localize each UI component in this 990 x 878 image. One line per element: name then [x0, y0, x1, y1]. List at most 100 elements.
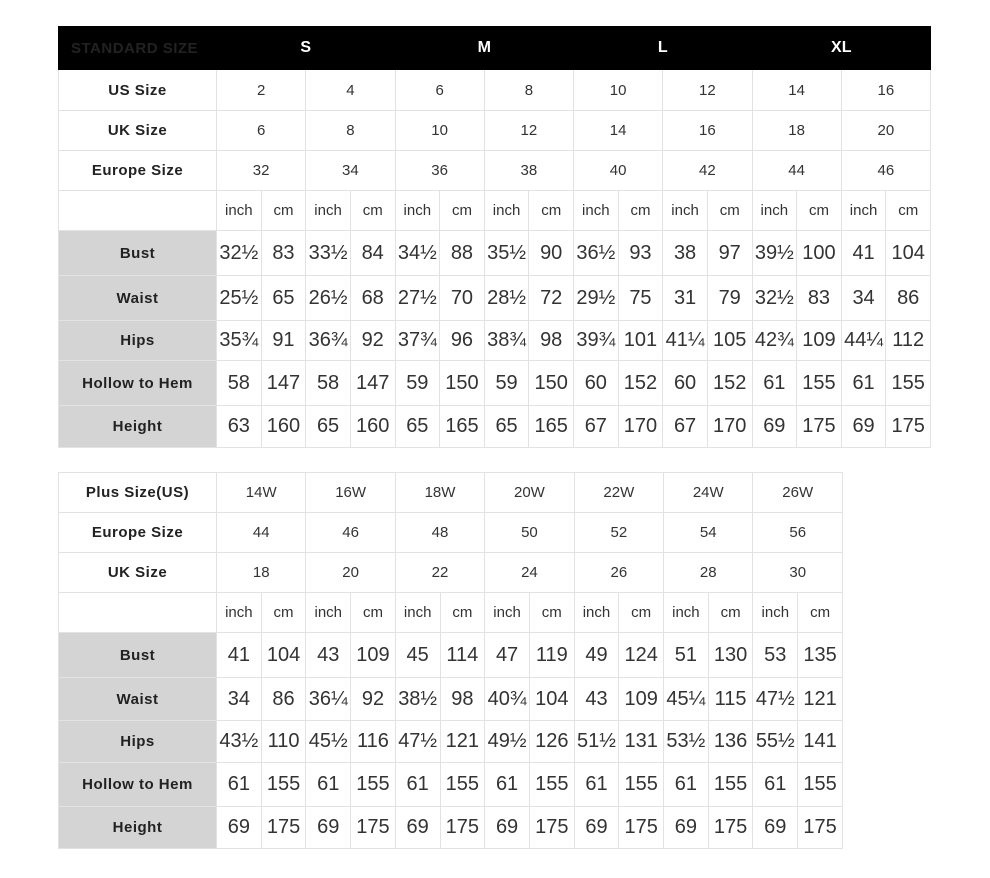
unit-cell: inch — [484, 592, 530, 633]
size-cell: 18 — [215, 552, 307, 593]
measurement-row: Hollow to Hem 61 155 61 155 61 155 61 155 61 155 61… — [58, 762, 843, 807]
size-cell: 26 — [573, 552, 665, 593]
measurement-row: Waist 25½ 65 26½ 68 27½ 70 28½ 72 29½ 75 31 79 32½ 83 3… — [58, 275, 931, 321]
measurement-cell: 155 — [707, 762, 754, 807]
size-cell: 4 — [305, 69, 396, 111]
measurement-cell: 126 — [528, 720, 575, 763]
unit-cell: cm — [349, 190, 396, 231]
measurement-row: Hips 43½ 110 45½ 116 47½ 121 49½ 126 51½ 131 53½ 136… — [58, 720, 843, 763]
measurement-cell: 175 — [796, 405, 842, 448]
measurement-cell: 114 — [439, 632, 486, 678]
measurement-cell: 175 — [707, 806, 754, 849]
size-group-xl: XL — [751, 26, 931, 70]
measurement-cell: 49 — [573, 632, 620, 678]
unit-cell: cm — [707, 592, 754, 633]
size-row: Europe Size 32 34 36 38 40 42 44 46 — [58, 150, 932, 191]
unit-cell: cm — [350, 592, 396, 633]
measurement-cell: 59 — [483, 360, 530, 406]
size-cell: 46 — [305, 512, 396, 553]
measurement-cell: 38 — [662, 230, 708, 276]
size-cell: 18W — [394, 472, 486, 513]
measurement-cell: 60 — [662, 360, 708, 406]
unit-cell: inch — [305, 592, 352, 633]
measurement-cell: 135 — [797, 632, 843, 678]
measurement-cell: 88 — [439, 230, 485, 276]
measurement-cell: 104 — [528, 677, 575, 721]
measurement-cell: 69 — [484, 806, 530, 849]
measurement-cell: 65 — [483, 405, 530, 448]
measurement-cell: 37¾ — [394, 320, 441, 361]
size-cell: 54 — [663, 512, 754, 553]
measurement-row: Bust 41 104 43 109 45 114 47 119 49 124 51 130 53 135 — [58, 632, 843, 678]
unit-cell: inch — [216, 190, 262, 231]
unit-row: inch cm inch cm inch cm inch cm inch cm inch cm inch… — [58, 190, 931, 231]
size-group-s: S — [216, 26, 396, 70]
measurement-cell: 34 — [216, 677, 262, 721]
size-cell: 14 — [572, 110, 664, 151]
measurement-cell: 44¼ — [840, 320, 887, 361]
measurement-cell: 61 — [484, 762, 530, 807]
measurement-row: Height 63 160 65 160 65 165 65 165 67 170 67 170 69 17… — [58, 405, 931, 448]
measurement-cell: 110 — [260, 720, 307, 763]
size-cell: 24W — [663, 472, 754, 513]
measurement-cell: 65 — [394, 405, 441, 448]
measurement-cell: 41¼ — [662, 320, 708, 361]
measurement-cell: 61 — [305, 762, 352, 807]
measurement-cell: 147 — [349, 360, 396, 406]
measurement-label: Height — [58, 806, 217, 849]
measurement-cell: 53 — [752, 632, 799, 678]
measurement-cell: 116 — [350, 720, 396, 763]
unit-cell: inch — [305, 190, 351, 231]
unit-cell: inch — [573, 190, 619, 231]
size-cell: 26W — [752, 472, 843, 513]
measurement-cell: 175 — [528, 806, 575, 849]
unit-cell: inch — [216, 592, 262, 633]
size-row: UK Size 18 20 22 24 26 28 30 — [58, 552, 843, 593]
measurement-cell: 69 — [663, 806, 709, 849]
measurement-cell: 61 — [751, 360, 798, 406]
size-group-m: M — [394, 26, 574, 70]
measurement-cell: 105 — [706, 320, 753, 361]
measurement-cell: 42¾ — [751, 320, 798, 361]
measurement-cell: 175 — [350, 806, 396, 849]
unit-cell: cm — [706, 190, 753, 231]
measurement-cell: 79 — [706, 275, 753, 321]
measurement-label: Waist — [58, 275, 217, 321]
unit-cell: cm — [439, 592, 486, 633]
measurement-cell: 65 — [305, 405, 351, 448]
measurement-label: Bust — [58, 632, 217, 678]
measurement-cell: 39½ — [751, 230, 798, 276]
measurement-cell: 124 — [618, 632, 665, 678]
measurement-cell: 155 — [350, 762, 396, 807]
measurement-cell: 25½ — [216, 275, 262, 321]
measurement-cell: 38¾ — [483, 320, 530, 361]
measurement-cell: 49½ — [484, 720, 530, 763]
size-cell: 6 — [394, 69, 485, 111]
row-label: Europe Size — [58, 512, 217, 553]
measurement-cell: 90 — [528, 230, 574, 276]
measurement-cell: 98 — [439, 677, 486, 721]
measurement-cell: 175 — [797, 806, 843, 849]
unit-cell: inch — [394, 190, 441, 231]
measurement-cell: 147 — [260, 360, 307, 406]
measurement-label: Bust — [58, 230, 217, 276]
measurement-cell: 141 — [797, 720, 843, 763]
measurement-cell: 47½ — [394, 720, 441, 763]
measurement-row: Hips 35¾ 91 36¾ 92 37¾ 96 38¾ 98 39¾ 101 41¼ 105 42¾ 1… — [58, 320, 931, 361]
measurement-cell: 59 — [394, 360, 441, 406]
measurement-cell: 65 — [260, 275, 307, 321]
measurement-cell: 150 — [439, 360, 485, 406]
measurement-cell: 109 — [618, 677, 665, 721]
measurement-cell: 41 — [840, 230, 887, 276]
measurement-cell: 152 — [617, 360, 664, 406]
size-cell: 24 — [484, 552, 575, 593]
measurement-cell: 69 — [216, 806, 262, 849]
size-row: US Size 2 4 6 8 10 12 14 16 — [58, 69, 932, 111]
unit-cell: inch — [840, 190, 887, 231]
measurement-cell: 160 — [349, 405, 396, 448]
measurement-cell: 35¾ — [216, 320, 262, 361]
row-label: US Size — [58, 69, 217, 111]
size-row: UK Size 6 8 10 12 14 16 18 20 — [58, 110, 932, 151]
unit-cell: cm — [797, 592, 843, 633]
size-cell: 18 — [751, 110, 842, 151]
